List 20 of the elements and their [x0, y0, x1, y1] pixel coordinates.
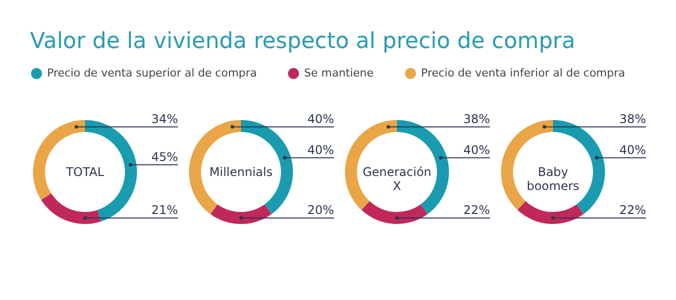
slice-label: Generación X: [362, 165, 432, 193]
data-label: 20%: [307, 203, 334, 217]
slice-label: Millennials: [209, 165, 273, 179]
data-label: 34%: [151, 112, 178, 126]
legend-label: Se mantiene: [304, 66, 374, 80]
data-label: 40%: [307, 142, 334, 157]
legend-label: Precio de venta inferior al de compra: [421, 66, 626, 80]
slice-label: Baby boomers: [526, 165, 580, 193]
data-label: 40%: [307, 112, 334, 126]
data-label: 38%: [619, 112, 646, 126]
legend-label: Precio de venta superior al de compra: [47, 66, 257, 80]
slice-label: TOTAL: [64, 165, 104, 179]
data-label: 40%: [619, 142, 646, 157]
chart-title: Valor de la vivienda respecto al precio de compra: [30, 29, 576, 54]
data-label: 38%: [463, 112, 490, 126]
data-label: 40%: [463, 142, 490, 157]
data-label: 21%: [151, 203, 178, 217]
data-label: 45%: [151, 150, 178, 164]
data-label: 22%: [463, 203, 490, 217]
data-label: 22%: [619, 203, 646, 217]
